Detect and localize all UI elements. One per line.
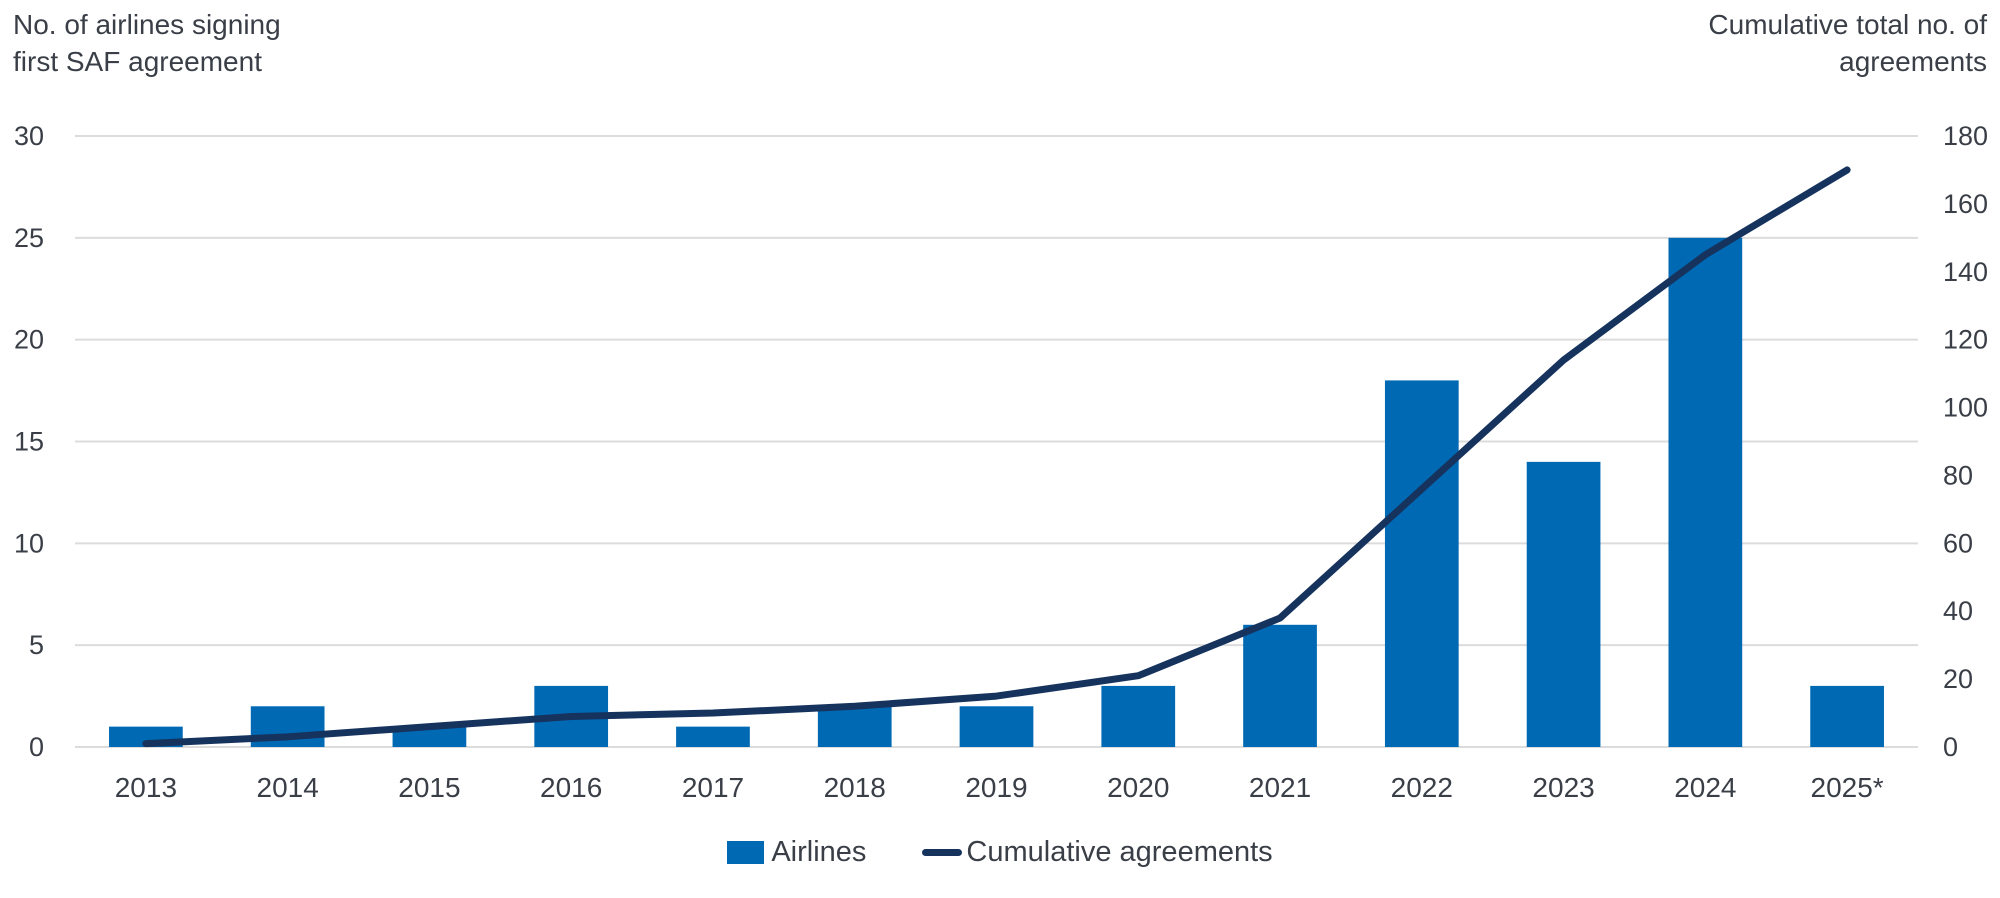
left-axis-tick-label: 30 [14, 121, 44, 151]
x-axis-label: 2025* [1811, 772, 1884, 803]
x-axis-label: 2017 [682, 772, 744, 803]
right-axis-tick-label: 40 [1943, 596, 1973, 626]
cumulative-line [142, 166, 1851, 748]
x-axis-label: 2014 [257, 772, 319, 803]
legend-label-airlines: Airlines [771, 836, 867, 868]
right-axis-tick-label: 100 [1943, 393, 1988, 423]
x-axis-label: 2023 [1532, 772, 1594, 803]
right-axis-tick-label: 120 [1943, 325, 1988, 355]
x-axis-label: 2022 [1391, 772, 1453, 803]
legend-label-cumulative: Cumulative agreements [966, 836, 1273, 868]
left-axis-tick-label: 10 [14, 528, 44, 558]
legend-item-airlines: Airlines [727, 836, 866, 869]
right-axis-tick-label: 160 [1943, 189, 1988, 219]
bar-2022 [1384, 380, 1459, 747]
left-axis-tick-label: 5 [29, 630, 44, 660]
x-axis-label: 2019 [965, 772, 1027, 803]
right-axis-tick-label: 180 [1943, 121, 1988, 151]
right-axis-tick-label: 20 [1943, 664, 1973, 694]
x-axis-label: 2018 [824, 772, 886, 803]
bar-2017 [676, 726, 750, 747]
bar-swatch-icon [727, 841, 765, 864]
x-axis-label: 2021 [1249, 772, 1311, 803]
bar-2023 [1526, 461, 1601, 747]
bar-2025* [1810, 685, 1884, 747]
chart-legend: Airlines Cumulative agreements [0, 836, 2000, 869]
x-axis-label: 2013 [115, 772, 177, 803]
bar-2020 [1101, 685, 1176, 747]
right-axis-tick-label: 60 [1943, 528, 1973, 558]
x-axis-label: 2024 [1674, 772, 1736, 803]
bar-2024 [1668, 237, 1743, 748]
x-axis-label: 2020 [1107, 772, 1169, 803]
right-axis-tick-label: 140 [1943, 257, 1988, 287]
left-axis-tick-label: 15 [14, 427, 44, 457]
bar-2019 [959, 706, 1034, 747]
left-axis-tick-label: 0 [29, 732, 44, 762]
right-axis-title: Cumulative total no. of agreements [1708, 9, 1987, 78]
x-axis-label: 2015 [398, 772, 460, 803]
left-axis-tick-label: 25 [14, 223, 44, 253]
x-axis-label: 2016 [540, 772, 602, 803]
right-axis-tick-label: 80 [1943, 460, 1973, 490]
legend-item-cumulative: Cumulative agreements [922, 836, 1273, 869]
bar-2018 [817, 706, 892, 747]
right-axis-tick-label: 0 [1943, 732, 1958, 762]
bar-2021 [1243, 624, 1317, 747]
left-axis-tick-label: 20 [14, 325, 44, 355]
line-swatch-icon [922, 849, 963, 856]
left-axis-title: No. of airlines signing first SAF agreem… [13, 9, 281, 78]
bar-2015 [392, 726, 467, 747]
